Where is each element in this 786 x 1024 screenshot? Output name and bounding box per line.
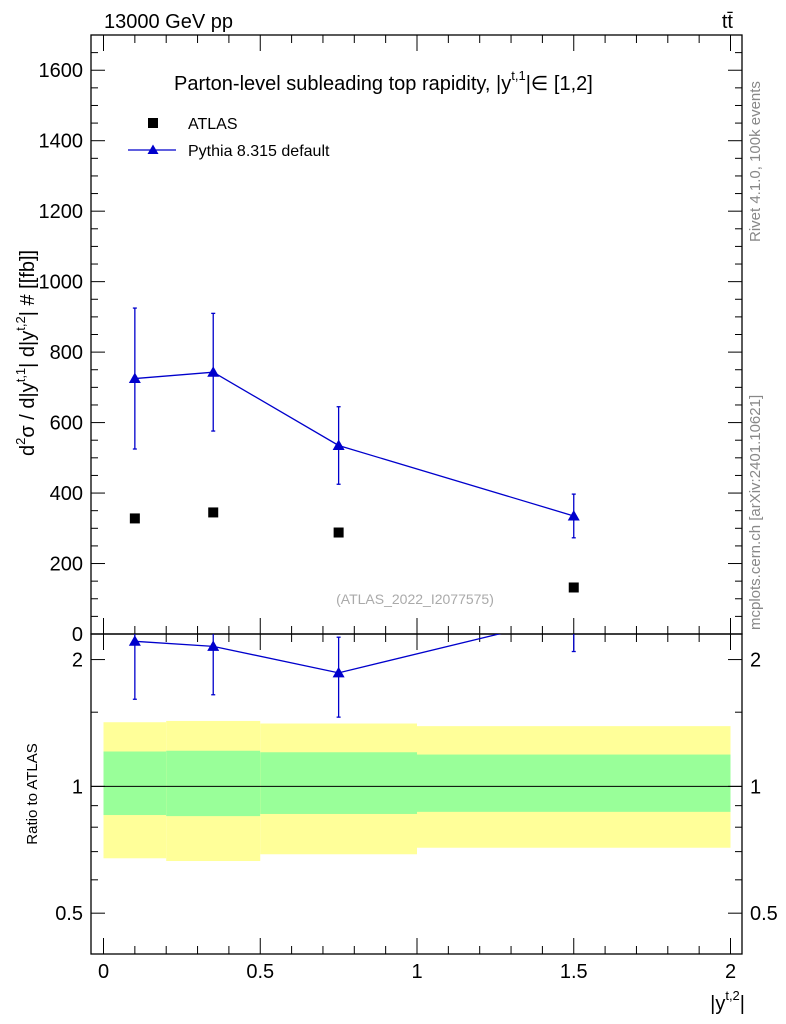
mc-point xyxy=(567,509,580,521)
mc-point xyxy=(332,439,345,450)
y-tick-label: 400 xyxy=(50,483,83,505)
x-axis-label: |yt,2| xyxy=(710,988,745,1015)
inner-band-bin xyxy=(260,752,417,814)
y-tick-label: 1000 xyxy=(39,272,84,294)
y-tick-label: 1200 xyxy=(39,201,84,223)
legend-data-marker xyxy=(148,118,158,128)
legend-mc-label: Pythia 8.315 default xyxy=(188,143,330,160)
energy-label: 13000 GeV pp xyxy=(104,11,233,33)
y-tick-label: 600 xyxy=(50,413,83,435)
y-tick-label: 0 xyxy=(72,624,83,646)
mc-point xyxy=(128,372,141,384)
analysis-watermark: (ATLAS_2022_I2077575) xyxy=(336,591,494,607)
atlas-data-point xyxy=(129,513,140,524)
y-tick-label: 200 xyxy=(50,554,83,576)
chart-title: Parton-level subleading top rapidity, |y… xyxy=(174,68,593,95)
legend-mc-marker xyxy=(147,144,159,154)
x-tick-label: 0 xyxy=(98,961,109,983)
process-label: tt̄ xyxy=(722,11,734,33)
atlas-data-point xyxy=(333,527,344,538)
ratio-tick-label-right: 1 xyxy=(750,776,761,798)
atlas-data-point xyxy=(568,582,579,593)
ratio-tick-label-right: 0.5 xyxy=(750,903,778,925)
axis-ticks xyxy=(91,35,742,954)
y-tick-label: 1600 xyxy=(39,60,84,82)
ratio-tick-label: 0.5 xyxy=(55,903,83,925)
ratio-point xyxy=(332,666,345,678)
ratio-tick-label: 1 xyxy=(72,776,83,798)
x-tick-label: 0.5 xyxy=(246,961,274,983)
chart-title-tail: |∈ [1,2] xyxy=(526,73,593,95)
chart-title-sup: t,1 xyxy=(511,68,525,83)
x-tick-label: 2 xyxy=(725,961,736,983)
ratio-series xyxy=(128,634,576,718)
ratio-point xyxy=(128,635,141,646)
mc-line xyxy=(134,371,574,517)
chart-title-main: Parton-level subleading top rapidity, |y xyxy=(174,73,511,95)
ratio-point xyxy=(207,640,220,651)
x-tick-label: 1 xyxy=(411,961,422,983)
ratio-tick-label: 2 xyxy=(72,650,83,672)
legend-data-label: ATLAS xyxy=(188,116,238,133)
y-tick-label: 1400 xyxy=(39,131,84,153)
x-tick-label: 1.5 xyxy=(560,961,588,983)
site-label: mcplots.cern.ch [arXiv:2401.10621] xyxy=(747,395,764,630)
y-tick-label: 800 xyxy=(50,342,83,364)
uncertainty-bands xyxy=(103,720,731,862)
ratio-tick-label-right: 2 xyxy=(750,650,761,672)
axis-tick-labels: 0 200 400 600 800 1000 1200 1400 1600 0 0.5 1 1.5 2 0.… xyxy=(39,60,778,983)
ratio-panel-marks xyxy=(128,634,576,718)
top-panel-marks xyxy=(128,307,580,593)
ratio-y-axis-label: Ratio to ATLAS xyxy=(24,743,41,844)
inner-band-bin xyxy=(166,750,261,817)
ratio-line xyxy=(134,634,502,674)
legend: ATLAS Pythia 8.315 default xyxy=(128,116,330,160)
rivet-label: Rivet 4.1.0, 100k events xyxy=(747,81,764,242)
mc-point xyxy=(207,366,220,377)
top-y-axis-label: d2σ / d|yt,1| d|yt,2| # [[fb]] xyxy=(13,250,39,456)
inner-band-bin xyxy=(417,754,731,812)
inner-band-bin xyxy=(103,751,167,816)
atlas-data-point xyxy=(208,507,219,518)
